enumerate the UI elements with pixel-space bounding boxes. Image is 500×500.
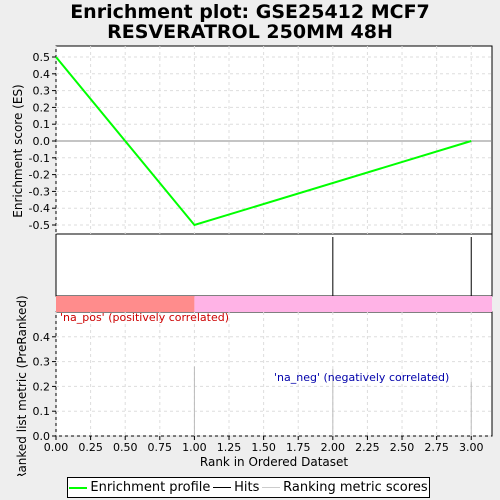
es-y-axis-label: Enrichment score (ES) [11, 84, 25, 217]
legend-swatch-hits [213, 487, 232, 488]
es-y-tick-label: 0.2 [33, 101, 51, 114]
metric-panel [55, 311, 493, 437]
es-y-tick-label: -0.2 [29, 169, 50, 182]
series-line-enrichment-profile [55, 56, 472, 227]
x-tick-label: 1.50 [251, 441, 276, 454]
title-line-2: RESVERATROL 250MM 48H [107, 21, 393, 43]
es-y-tick-label: 0.0 [33, 135, 51, 148]
metric-y-axis-label: Ranked list metric (PreRanked) [15, 295, 29, 476]
metric-bars [193, 366, 472, 436]
x-tick-label: 2.00 [321, 441, 346, 454]
legend-item-ranking-metric: Ranking metric scores [262, 480, 428, 495]
es-y-tick-label: -0.5 [29, 219, 50, 232]
es-y-tick-label: -0.3 [29, 185, 50, 198]
legend-item-enrichment-profile: Enrichment profile [69, 480, 210, 495]
x-tick-label: 1.00 [182, 441, 207, 454]
metric-y-tick-label: 0.3 [33, 356, 51, 369]
x-tick-label: 2.75 [424, 441, 449, 454]
x-tick-label: 0.00 [44, 441, 69, 454]
x-axis-label: Rank in Ordered Dataset [200, 455, 348, 469]
x-axis: 0.00 0.25 0.50 0.75 1.00 1.25 1.50 1.75 2.00 2.25… [44, 436, 484, 454]
x-tick-label: 2.25 [355, 441, 380, 454]
es-y-tick-label: -0.1 [29, 152, 50, 165]
correlation-bar [56, 296, 492, 312]
metric-y-tick-label: 0.4 [33, 331, 51, 344]
x-tick-label: 0.25 [78, 441, 103, 454]
es-y-tick-label: 0.5 [33, 51, 51, 64]
x-tick-label: 0.75 [148, 441, 173, 454]
chart-title: Enrichment plot: GSE25412 MCF7 RESVERATR… [0, 2, 500, 42]
legend-swatch-enrichment-profile [69, 486, 88, 489]
x-tick-label: 2.50 [390, 441, 415, 454]
enrichment-plot: 0.5 0.4 0.3 0.2 0.1 0.0 -0.1 -0.2 -0.3 -0.4 -0.5 0… [11, 45, 493, 476]
x-tick-label: 1.75 [286, 441, 311, 454]
es-y-axis: 0.5 0.4 0.3 0.2 0.1 0.0 -0.1 -0.2 -0.3 -0.4 -0.5 [29, 51, 56, 232]
hit-lines [55, 237, 472, 296]
es-y-tick-label: -0.4 [29, 202, 50, 215]
metric-y-tick-label: 0.0 [33, 430, 51, 443]
x-tick-label: 0.50 [113, 441, 138, 454]
metric-y-tick-label: 0.1 [33, 405, 51, 418]
es-y-tick-label: 0.4 [33, 68, 51, 81]
metric-y-axis: 0.0 0.1 0.2 0.3 0.4 [33, 331, 56, 443]
legend-label-enrichment-profile: Enrichment profile [90, 480, 211, 495]
es-panel [55, 45, 493, 235]
title-line-1: Enrichment plot: GSE25412 MCF7 [70, 1, 430, 23]
es-y-tick-label: 0.1 [33, 118, 51, 131]
legend-label-hits: Hits [234, 480, 260, 495]
legend-label-ranking-metric: Ranking metric scores [283, 480, 428, 495]
metric-y-tick-label: 0.2 [33, 380, 51, 393]
legend-item-hits: Hits [213, 480, 259, 495]
x-tick-label: 1.25 [217, 441, 242, 454]
annotation-na-neg: 'na_neg' (negatively correlated) [274, 371, 449, 384]
es-y-tick-label: 0.3 [33, 85, 51, 98]
hits-panel [55, 233, 493, 297]
annotation-na-pos: 'na_pos' (positively correlated) [60, 311, 229, 324]
x-tick-label: 3.00 [459, 441, 484, 454]
correlation-bar-segment [56, 296, 195, 312]
legend: Enrichment profile Hits Ranking metric s… [67, 477, 430, 498]
legend-swatch-ranking-metric [262, 487, 281, 488]
correlation-bar-segment [194, 296, 492, 312]
